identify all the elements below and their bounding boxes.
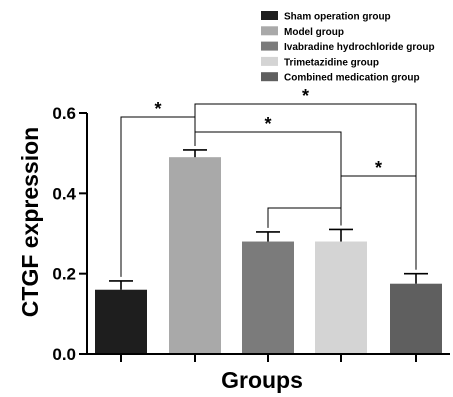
y-tick-label-3: 0.6	[52, 104, 76, 123]
legend-label-4: Trimetazidine group	[284, 57, 379, 68]
y-tick-label-1: 0.2	[52, 265, 76, 284]
legend-label-1: Sham operation group	[284, 12, 391, 23]
x-axis-title: Groups	[221, 367, 303, 393]
significance-bracket-2	[194, 103, 417, 270]
significance-brackets: * * * *	[120, 86, 417, 277]
significance-star-5: *	[375, 158, 382, 178]
y-tick-label-0: 0.0	[52, 345, 76, 364]
bar-1	[95, 289, 147, 354]
y-axis-title: CTGF expression	[17, 127, 43, 317]
bar-2	[169, 157, 221, 354]
bars	[95, 149, 442, 354]
legend-swatch-4	[261, 56, 278, 66]
significance-bracket-5	[340, 175, 417, 270]
bar-4	[315, 241, 367, 354]
legend: Sham operation group Model group Ivabradin…	[261, 11, 435, 84]
x-axis	[86, 353, 450, 362]
bar-5	[390, 283, 442, 354]
y-tick-label-2: 0.4	[52, 184, 76, 203]
legend-swatch-2	[261, 26, 278, 36]
bar-3	[242, 241, 294, 354]
significance-star-3: *	[264, 114, 271, 134]
significance-star-2: *	[302, 86, 309, 106]
legend-label-2: Model group	[284, 27, 344, 38]
legend-swatch-5	[261, 72, 278, 82]
legend-label-5: Combined medication group	[284, 73, 420, 84]
legend-swatch-1	[261, 11, 278, 20]
significance-star-1: *	[154, 99, 161, 119]
significance-bracket-4	[267, 207, 342, 228]
y-axis: 0.0 0.2 0.4 0.6	[52, 104, 88, 364]
legend-swatch-3	[261, 41, 278, 51]
legend-label-3: Ivabradine hydrochloride group	[284, 42, 435, 53]
